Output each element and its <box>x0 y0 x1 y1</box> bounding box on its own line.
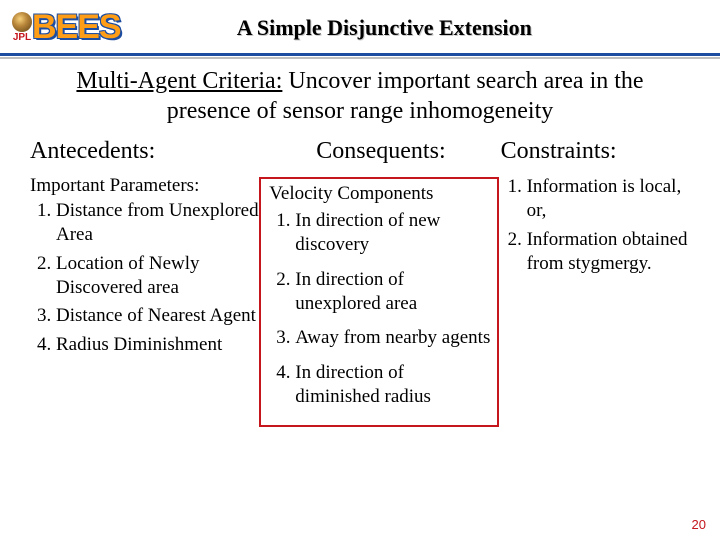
logo-area: JPL BEES <box>12 8 121 47</box>
constraints-column: Constraints: Information is local, or, I… <box>501 138 690 427</box>
antecedents-heading: Antecedents: <box>30 138 261 165</box>
consequents-list: In direction of new discovery In directi… <box>269 209 492 409</box>
list-item: Radius Diminishment <box>56 333 261 357</box>
subtitle: Multi-Agent Criteria: Uncover important … <box>0 66 720 138</box>
list-item: Distance from Unexplored Area <box>56 199 261 248</box>
list-item: Location of Newly Discovered area <box>56 252 261 301</box>
consequents-heading: Consequents: <box>265 138 496 165</box>
subtitle-lead: Multi-Agent Criteria: <box>76 68 282 94</box>
columns: Antecedents: Important Parameters: Dista… <box>0 138 720 427</box>
antecedents-column: Antecedents: Important Parameters: Dista… <box>30 138 261 427</box>
list-item: Away from nearby agents <box>295 326 492 350</box>
constraints-list: Information is local, or, Information ob… <box>501 175 690 280</box>
jpl-badge: JPL <box>12 12 32 43</box>
consequents-label: Velocity Components <box>269 183 492 205</box>
page-number: 20 <box>692 517 706 532</box>
list-item: Distance of Nearest Agent <box>56 304 261 328</box>
planet-icon <box>12 12 32 32</box>
constraints-heading: Constraints: <box>501 138 690 165</box>
antecedents-list: Distance from Unexplored Area Location o… <box>30 199 261 361</box>
list-item: In direction of unexplored area <box>295 268 492 317</box>
list-item: In direction of new discovery <box>295 209 492 258</box>
list-item: Information is local, or, <box>527 175 690 224</box>
slide-title: A Simple Disjunctive Extension <box>121 15 708 41</box>
jpl-text: JPL <box>13 33 31 43</box>
list-item: Information obtained from stygmergy. <box>527 228 690 277</box>
bees-logo-text: BEES <box>32 8 121 47</box>
consequents-box: Velocity Components In direction of new … <box>259 177 498 427</box>
list-item: In direction of diminished radius <box>295 361 492 410</box>
consequents-column: Consequents: Velocity Components In dire… <box>265 138 496 427</box>
antecedents-label: Important Parameters: <box>30 175 261 197</box>
header-divider <box>0 53 720 56</box>
header: JPL BEES A Simple Disjunctive Extension <box>0 0 720 51</box>
